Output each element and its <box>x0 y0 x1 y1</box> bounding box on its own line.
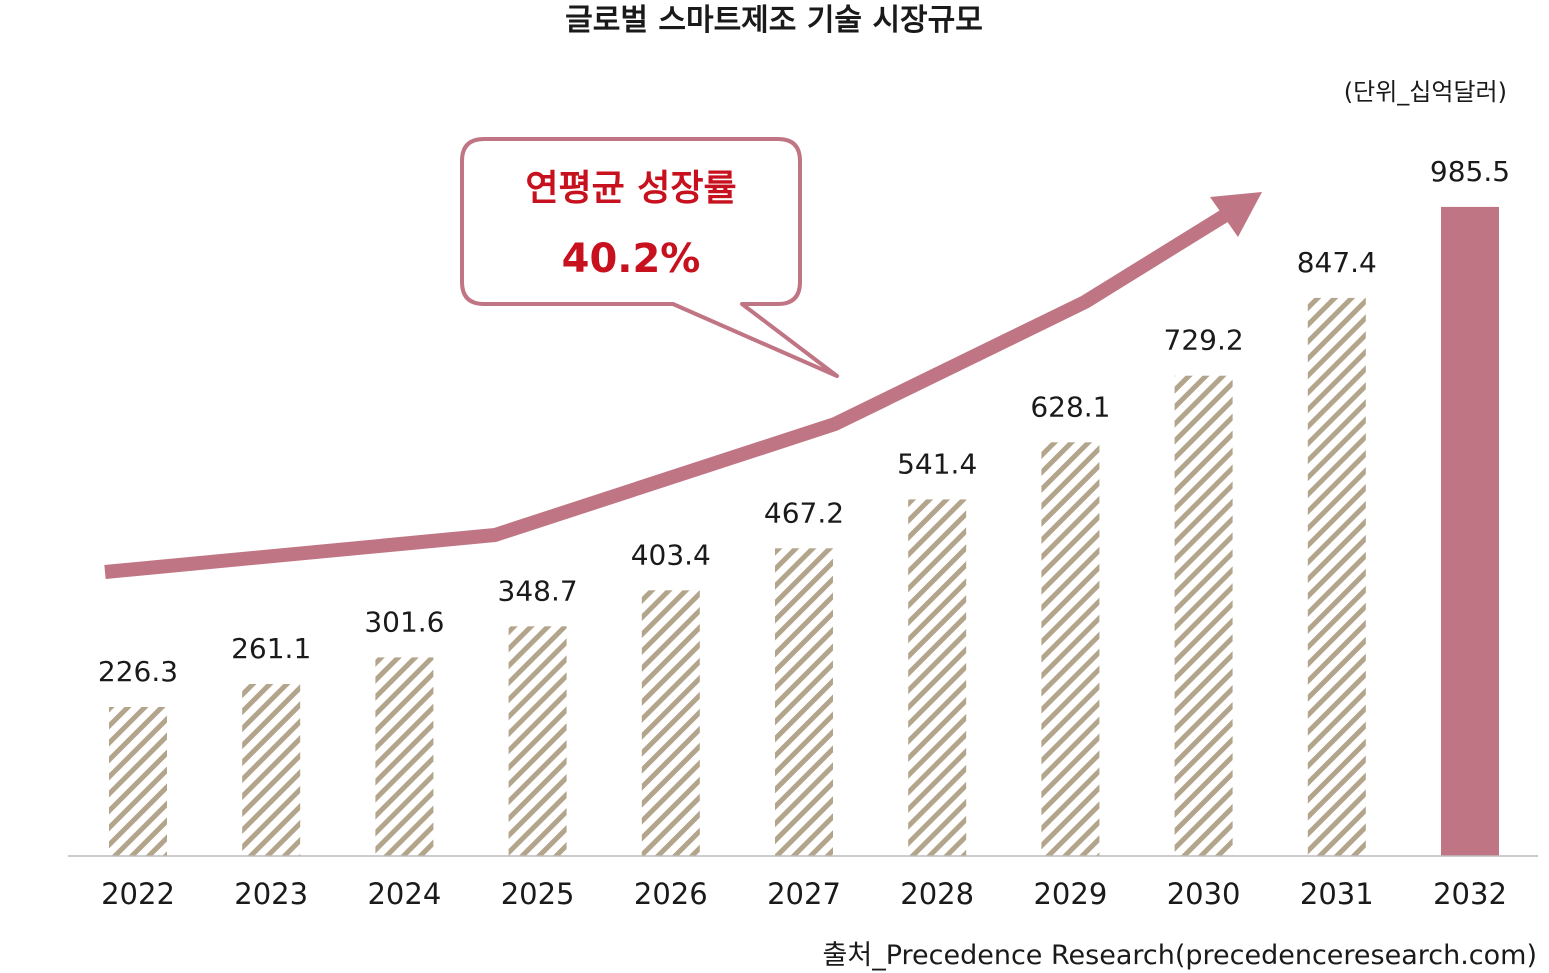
year-label-2022: 2022 <box>101 877 175 911</box>
chart-title: 글로벌 스마트제조 기술 시장규모 <box>565 3 983 38</box>
year-label-2031: 2031 <box>1300 877 1374 911</box>
value-label-2027: 467.2 <box>764 496 844 529</box>
bar-2032 <box>1441 206 1499 856</box>
year-label-2028: 2028 <box>900 877 974 911</box>
year-label-2023: 2023 <box>234 877 308 911</box>
value-label-2031: 847.4 <box>1297 246 1377 279</box>
value-label-2026: 403.4 <box>631 538 711 571</box>
source-label: 출처_Precedence Research(precedenceresearc… <box>823 940 1537 971</box>
callout-shape <box>460 137 839 378</box>
bar-2029 <box>1041 442 1100 856</box>
value-label-2032: 985.5 <box>1430 155 1510 188</box>
bar-2025 <box>508 626 567 856</box>
bar-2022 <box>109 707 167 856</box>
bar-2030 <box>1174 375 1233 856</box>
year-label-2029: 2029 <box>1033 877 1107 911</box>
value-label-2028: 541.4 <box>897 447 977 480</box>
callout-bubble: 연평균 성장률 40.2% <box>460 137 839 378</box>
year-label-2026: 2026 <box>634 877 708 911</box>
value-label-2023: 261.1 <box>231 632 311 665</box>
bar-2023 <box>242 684 301 856</box>
year-label-2032: 2032 <box>1433 877 1507 911</box>
bar-2031 <box>1307 297 1366 856</box>
value-label-2022: 226.3 <box>98 655 178 688</box>
value-label-2025: 348.7 <box>498 574 578 607</box>
bar-2024 <box>375 657 434 856</box>
year-labels-layer: 2022 2023 2024 2025 2026 2027 2028 2029 2030 2031… <box>101 877 1507 911</box>
bar-2028 <box>908 499 967 856</box>
bars-layer <box>109 206 1499 856</box>
trend-arrow <box>104 192 1262 579</box>
trend-arrow-head <box>1210 192 1262 237</box>
value-label-2024: 301.6 <box>364 605 444 638</box>
unit-label: (단위_십억달러) <box>1344 78 1507 106</box>
value-label-2030: 729.2 <box>1164 324 1244 357</box>
year-label-2024: 2024 <box>367 877 441 911</box>
value-label-2029: 628.1 <box>1030 390 1110 423</box>
year-label-2027: 2027 <box>767 877 841 911</box>
bar-2027 <box>775 548 833 856</box>
value-labels-layer: 226.3 261.1 301.6 348.7 403.4 467.2 541.4 628.1… <box>98 155 1510 688</box>
bar-2026 <box>641 590 700 856</box>
callout-value: 40.2% <box>562 236 701 282</box>
trend-arrow-line <box>104 210 1228 579</box>
year-label-2025: 2025 <box>501 877 575 911</box>
callout-label: 연평균 성장률 <box>525 168 736 209</box>
year-label-2030: 2030 <box>1167 877 1241 911</box>
